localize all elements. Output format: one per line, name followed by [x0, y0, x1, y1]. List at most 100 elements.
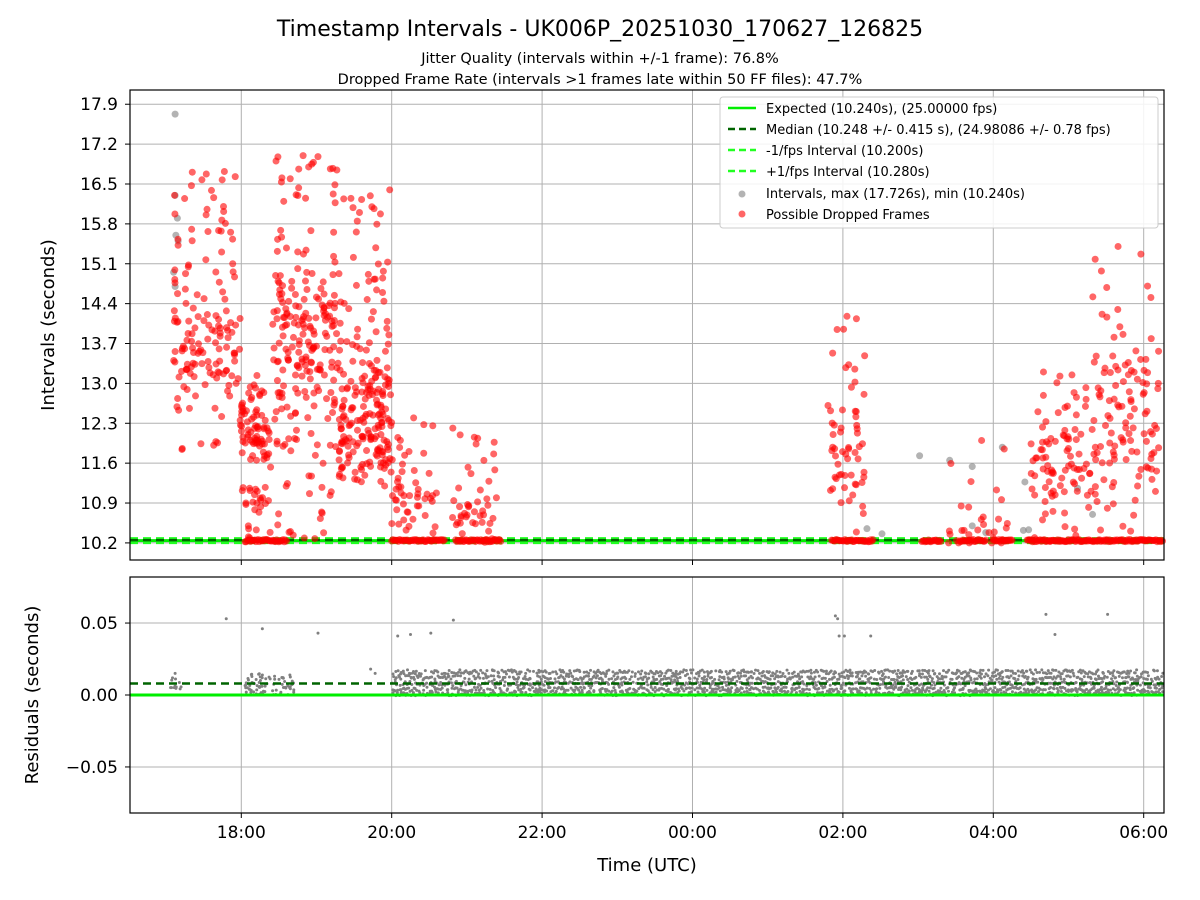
- residual-point: [682, 668, 686, 672]
- residual-point: [724, 683, 728, 687]
- dropped-frame-point: [251, 424, 259, 432]
- residual-point: [263, 684, 267, 688]
- residual-point: [938, 689, 942, 693]
- dropped-frame-point: [827, 407, 835, 415]
- dropped-frame-point: [1141, 410, 1149, 418]
- residual-point: [894, 682, 898, 686]
- dropped-frame-point: [1144, 464, 1152, 472]
- residual-point: [988, 687, 992, 691]
- residual-point: [274, 688, 278, 692]
- residual-point: [841, 681, 845, 685]
- residual-point: [979, 676, 983, 680]
- residual-point: [649, 685, 653, 689]
- dropped-frame-point: [282, 482, 290, 490]
- residual-point: [267, 675, 271, 679]
- residual-point: [446, 672, 450, 676]
- dropped-frame-point: [358, 196, 366, 204]
- dropped-frame-point: [1081, 402, 1089, 410]
- residual-point: [479, 668, 483, 672]
- residual-point: [1082, 675, 1086, 679]
- residual-point: [1154, 686, 1158, 690]
- residual-point: [531, 686, 535, 690]
- residual-point: [900, 685, 904, 689]
- residual-point: [412, 669, 416, 673]
- dropped-frame-point: [1121, 361, 1129, 369]
- dropped-frame-point: [1027, 440, 1035, 448]
- residual-point: [938, 677, 942, 681]
- residual-point: [260, 676, 264, 680]
- residual-point: [1043, 688, 1047, 692]
- dropped-frame-point: [252, 384, 260, 392]
- residual-point: [1150, 679, 1154, 683]
- dropped-frame-point: [1155, 347, 1163, 355]
- dropped-frame-point: [1075, 450, 1083, 458]
- dropped-frame-point: [1103, 504, 1111, 512]
- dropped-frame-point: [1108, 483, 1116, 491]
- residual-point: [576, 678, 580, 682]
- residual-point: [1027, 690, 1031, 694]
- dropped-frame-point: [1041, 510, 1049, 518]
- residual-point: [1158, 687, 1162, 691]
- residual-point: [1054, 668, 1058, 672]
- dropped-frame-point: [339, 438, 347, 446]
- dropped-frame-point: [383, 317, 391, 325]
- residual-point: [1071, 671, 1075, 675]
- residual-point: [452, 671, 456, 675]
- dropped-frame-point: [464, 463, 472, 471]
- residual-point: [395, 691, 399, 695]
- residual-point: [873, 669, 877, 673]
- interval-point: [171, 110, 179, 118]
- dropped-frame-point: [1127, 527, 1135, 535]
- dropped-frame-point: [388, 520, 396, 528]
- dropped-frame-point: [231, 357, 239, 365]
- residual-point: [984, 690, 988, 694]
- dropped-frame-point: [1119, 436, 1127, 444]
- residual-point: [1085, 687, 1089, 691]
- dropped-frame-point: [295, 348, 303, 356]
- dropped-frame-point: [484, 501, 492, 509]
- residual-point: [595, 674, 599, 678]
- dropped-frame-point: [431, 523, 439, 531]
- dropped-frame-point: [258, 387, 266, 395]
- residual-point: [521, 677, 525, 681]
- dropped-frame-point: [340, 195, 348, 203]
- residual-point: [1026, 675, 1030, 679]
- dropped-frame-point: [1051, 437, 1059, 445]
- dropped-frame-point: [375, 424, 383, 432]
- residual-point: [639, 672, 643, 676]
- dropped-frame-point: [282, 537, 290, 545]
- residual-point: [587, 671, 591, 675]
- legend-entry-minus-fps: -1/fps Interval (10.200s): [766, 144, 923, 159]
- residual-point: [907, 689, 911, 693]
- residual-point: [587, 674, 591, 678]
- residual-point: [273, 677, 277, 681]
- residual-point: [517, 676, 521, 680]
- dropped-frame-point: [273, 247, 281, 255]
- residual-point: [279, 690, 283, 694]
- residual-point: [466, 691, 470, 695]
- dropped-frame-point: [316, 515, 324, 523]
- dropped-frame-point: [1124, 371, 1132, 379]
- residual-point: [1113, 688, 1117, 692]
- residual-point: [1152, 669, 1156, 673]
- dropped-frame-point: [829, 431, 837, 439]
- dropped-frame-point: [283, 403, 291, 411]
- residual-point: [469, 671, 473, 675]
- dropped-frame-point: [485, 527, 493, 535]
- residual-point: [771, 674, 775, 678]
- dropped-frame-point: [343, 338, 351, 346]
- dropped-frame-point: [456, 431, 464, 439]
- dropped-frame-point: [369, 308, 377, 316]
- dropped-frame-point: [353, 217, 361, 225]
- residual-point: [823, 676, 827, 680]
- dropped-frame-point: [328, 363, 336, 371]
- dropped-frame-point: [188, 330, 196, 338]
- residual-point: [523, 674, 527, 678]
- residual-point: [900, 671, 904, 675]
- dropped-frame-point: [379, 288, 387, 296]
- dropped-frame-point: [336, 319, 344, 327]
- dropped-frame-point: [337, 425, 345, 433]
- residual-point: [963, 670, 967, 674]
- dropped-frame-point: [1147, 293, 1155, 301]
- residual-point: [447, 668, 451, 672]
